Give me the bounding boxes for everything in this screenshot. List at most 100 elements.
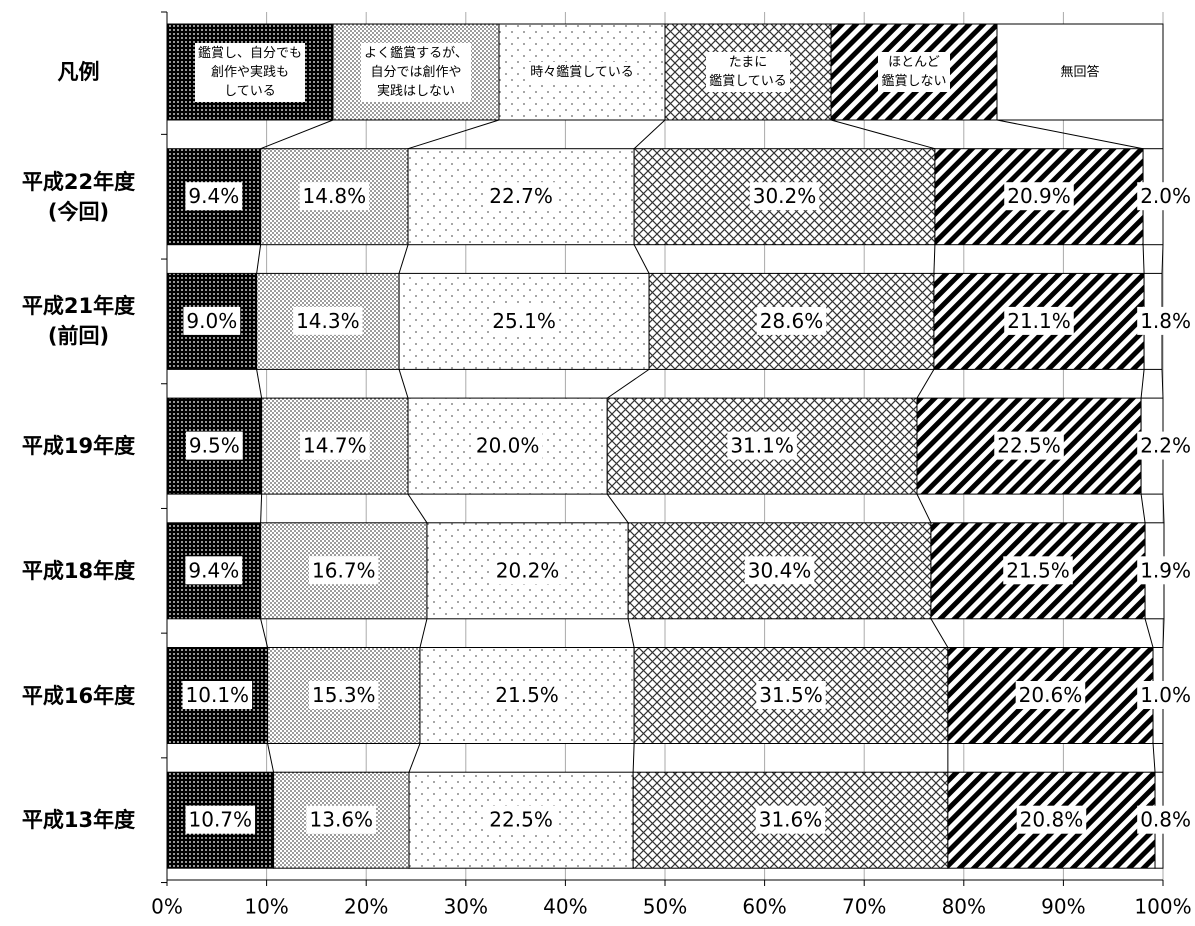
x-tick-label: 90% xyxy=(1041,895,1085,919)
value-label-bg xyxy=(486,805,556,834)
value-label: 25.1% xyxy=(492,309,556,333)
legend-label: 鑑賞し、自分でも 創作や実践も している xyxy=(167,24,333,120)
x-tick-label: 20% xyxy=(344,895,388,919)
y-tick-label: 平成19年度 xyxy=(0,398,157,494)
connector xyxy=(1144,618,1154,648)
value-label: 14.7% xyxy=(303,434,367,458)
value-label-bg xyxy=(300,431,370,460)
connector xyxy=(398,369,409,399)
x-tick-label: 40% xyxy=(543,895,587,919)
connector xyxy=(407,119,500,150)
value-label: 0.8% xyxy=(1140,808,1191,832)
value-label-bg xyxy=(1004,306,1074,335)
legend-label: よく鑑賞するが、 自分では創作や 実践はしない xyxy=(333,24,499,120)
value-label-bg xyxy=(1137,805,1194,834)
legend-label-text: ほとんど 鑑賞しない xyxy=(878,52,950,92)
x-tick-label: 50% xyxy=(643,895,687,919)
legend-label: ほとんど 鑑賞しない xyxy=(831,24,997,120)
value-label: 31.6% xyxy=(759,808,823,832)
y-tick-label: 平成22年度 (今回) xyxy=(0,149,157,245)
y-tick-label: 平成13年度 xyxy=(0,772,157,868)
value-label: 20.2% xyxy=(496,558,560,582)
connector xyxy=(419,618,428,648)
value-label: 9.5% xyxy=(189,434,240,458)
value-label: 2.2% xyxy=(1140,434,1191,458)
connector xyxy=(1140,494,1146,523)
x-tick-label: 10% xyxy=(244,895,288,919)
x-tick-label: 70% xyxy=(842,895,886,919)
y-tick-label-text: 平成21年度 (前回) xyxy=(21,294,136,349)
value-label-bg xyxy=(1137,681,1194,709)
value-label: 16.7% xyxy=(312,558,376,582)
value-label-bg xyxy=(1137,182,1194,211)
value-label-bg xyxy=(1015,681,1086,709)
connector xyxy=(267,743,275,773)
connector xyxy=(256,244,262,274)
connector xyxy=(408,743,421,773)
connector xyxy=(1161,244,1164,274)
value-label: 21.5% xyxy=(495,683,559,707)
y-tick-label-text: 平成22年度 (今回) xyxy=(21,169,136,224)
value-label: 22.5% xyxy=(997,434,1061,458)
connector xyxy=(606,493,629,524)
connector xyxy=(1161,369,1164,399)
value-label-bg xyxy=(309,681,379,709)
legend-label-text: 無回答 xyxy=(1057,61,1103,83)
connector xyxy=(1162,618,1165,648)
value-label-bg xyxy=(756,681,826,709)
y-tick-label-text: 平成16年度 xyxy=(21,683,136,708)
value-label: 20.8% xyxy=(1020,808,1084,832)
value-label-bg xyxy=(472,431,543,460)
value-label: 9.4% xyxy=(188,184,239,208)
x-tick-label: 60% xyxy=(742,895,786,919)
connector xyxy=(933,244,936,274)
connector xyxy=(1162,494,1165,523)
legend-label: 時々鑑賞している xyxy=(499,24,665,120)
value-label: 30.4% xyxy=(748,558,812,582)
value-label-bg xyxy=(183,306,241,335)
value-label: 1.0% xyxy=(1140,683,1191,707)
value-label-bg xyxy=(727,431,797,460)
value-label: 10.7% xyxy=(189,808,253,832)
legend-label-text: 時々鑑賞している xyxy=(527,61,637,83)
value-label-bg xyxy=(182,681,253,709)
value-label: 28.6% xyxy=(760,309,824,333)
value-label-bg xyxy=(185,556,243,585)
connector xyxy=(632,743,635,773)
connector xyxy=(407,493,428,524)
value-label-bg xyxy=(744,556,815,585)
connector xyxy=(260,618,269,648)
value-label: 1.9% xyxy=(1140,558,1191,582)
connector xyxy=(633,119,666,150)
value-label-bg xyxy=(1137,306,1194,335)
value-label: 14.8% xyxy=(303,184,367,208)
value-label-bg xyxy=(994,431,1064,460)
value-label: 10.1% xyxy=(186,683,250,707)
connector xyxy=(1152,743,1156,773)
value-label: 14.3% xyxy=(296,309,360,333)
y-tick-label-text: 平成13年度 xyxy=(21,808,136,833)
value-label-bg xyxy=(492,681,562,709)
value-label-bg xyxy=(756,306,827,335)
legend-label-text: 鑑賞し、自分でも 創作や実践も している xyxy=(194,42,305,102)
connector xyxy=(916,493,932,524)
legend-label: たまに 鑑賞している xyxy=(665,24,831,120)
value-label: 22.5% xyxy=(489,808,553,832)
legend-label: 無回答 xyxy=(997,24,1163,120)
value-label-bg xyxy=(185,805,256,834)
value-label-bg xyxy=(185,182,243,211)
value-label: 31.1% xyxy=(730,434,794,458)
value-label-bg xyxy=(486,182,556,211)
value-label-bg xyxy=(492,556,563,585)
connector xyxy=(1140,369,1145,399)
bar xyxy=(407,397,608,495)
connector xyxy=(830,119,936,150)
x-tick-label: 0% xyxy=(151,895,183,919)
x-tick-label: 30% xyxy=(444,895,488,919)
connector xyxy=(627,618,635,648)
value-label: 31.5% xyxy=(759,683,823,707)
connector xyxy=(633,244,650,274)
value-label-bg xyxy=(1004,182,1074,211)
